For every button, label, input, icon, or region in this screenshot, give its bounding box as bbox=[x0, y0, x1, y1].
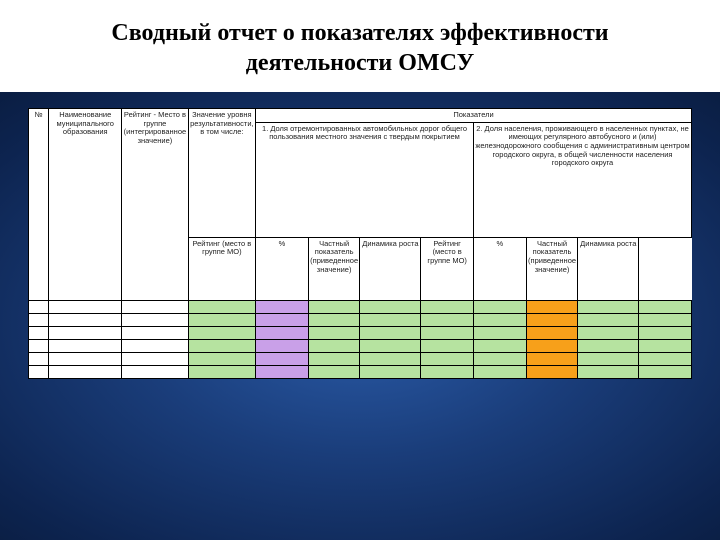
table-cell bbox=[49, 365, 122, 378]
table-cell bbox=[122, 326, 188, 339]
table-cell bbox=[421, 339, 474, 352]
col-pct-1: % bbox=[256, 237, 309, 300]
table-cell bbox=[639, 365, 692, 378]
table-row bbox=[29, 352, 692, 365]
table-cell bbox=[474, 365, 527, 378]
table-cell bbox=[360, 339, 421, 352]
table-cell bbox=[308, 365, 360, 378]
table-cell bbox=[360, 365, 421, 378]
title-area: Сводный отчет о показателях эффективност… bbox=[0, 0, 720, 92]
table-cell bbox=[49, 326, 122, 339]
col-pct-2: % bbox=[474, 237, 527, 300]
table-cell bbox=[29, 326, 49, 339]
col-ind1: 1. Доля отремонтированных автомобильных … bbox=[256, 122, 474, 237]
table-cell bbox=[49, 300, 122, 313]
table-cell bbox=[474, 339, 527, 352]
table-cell bbox=[578, 339, 639, 352]
table-cell bbox=[639, 339, 692, 352]
table-cell bbox=[421, 365, 474, 378]
table-cell bbox=[474, 326, 527, 339]
table-cell bbox=[256, 313, 309, 326]
report-table-container: № Наименование муниципального образовани… bbox=[28, 108, 692, 379]
col-priv-2: Частный показатель (приведенное значение… bbox=[526, 237, 578, 300]
table-cell bbox=[122, 313, 188, 326]
table-cell bbox=[188, 313, 255, 326]
table-cell bbox=[49, 352, 122, 365]
slide: Сводный отчет о показателях эффективност… bbox=[0, 0, 720, 540]
col-dyn-1: Динамика роста bbox=[360, 237, 421, 300]
table-cell bbox=[29, 313, 49, 326]
table-cell bbox=[29, 339, 49, 352]
table-cell bbox=[578, 313, 639, 326]
table-cell bbox=[188, 339, 255, 352]
table-cell bbox=[360, 300, 421, 313]
col-rating-mo-2: Рейтинг (место в группе МО) bbox=[421, 237, 474, 300]
table-cell bbox=[578, 365, 639, 378]
table-cell bbox=[578, 326, 639, 339]
table-cell bbox=[188, 326, 255, 339]
table-cell bbox=[639, 300, 692, 313]
table-cell bbox=[29, 300, 49, 313]
table-cell bbox=[49, 313, 122, 326]
table-row bbox=[29, 339, 692, 352]
table-cell bbox=[421, 352, 474, 365]
table-cell bbox=[308, 339, 360, 352]
table-cell bbox=[526, 365, 578, 378]
report-table: № Наименование муниципального образовани… bbox=[28, 108, 692, 379]
table-cell bbox=[526, 326, 578, 339]
col-level: Значение уровня результативности, в том … bbox=[188, 109, 255, 238]
col-priv-1: Частный показатель (приведенное значение… bbox=[308, 237, 360, 300]
table-cell bbox=[360, 352, 421, 365]
table-cell bbox=[256, 365, 309, 378]
table-cell bbox=[308, 313, 360, 326]
col-number: № bbox=[29, 109, 49, 301]
table-cell bbox=[526, 339, 578, 352]
table-cell bbox=[188, 300, 255, 313]
table-cell bbox=[526, 352, 578, 365]
table-cell bbox=[639, 352, 692, 365]
table-cell bbox=[29, 352, 49, 365]
table-row bbox=[29, 313, 692, 326]
col-dyn-2: Динамика роста bbox=[578, 237, 639, 300]
table-cell bbox=[256, 352, 309, 365]
table-cell bbox=[360, 326, 421, 339]
table-cell bbox=[421, 300, 474, 313]
table-cell bbox=[360, 313, 421, 326]
table-cell bbox=[526, 300, 578, 313]
table-cell bbox=[474, 352, 527, 365]
table-cell bbox=[122, 339, 188, 352]
table-cell bbox=[29, 365, 49, 378]
col-indicators: Показатели bbox=[256, 109, 692, 123]
col-name: Наименование муниципального образования bbox=[49, 109, 122, 301]
table-row bbox=[29, 365, 692, 378]
table-cell bbox=[421, 326, 474, 339]
table-cell bbox=[639, 326, 692, 339]
table-cell bbox=[308, 352, 360, 365]
table-cell bbox=[421, 313, 474, 326]
table-cell bbox=[122, 365, 188, 378]
table-row bbox=[29, 300, 692, 313]
table-cell bbox=[256, 339, 309, 352]
table-cell bbox=[526, 313, 578, 326]
table-cell bbox=[122, 352, 188, 365]
table-cell bbox=[578, 300, 639, 313]
table-cell bbox=[308, 326, 360, 339]
slide-title: Сводный отчет о показателях эффективност… bbox=[0, 0, 720, 78]
table-cell bbox=[578, 352, 639, 365]
col-rating: Рейтинг - Место в группе (интегрированно… bbox=[122, 109, 188, 301]
table-cell bbox=[49, 339, 122, 352]
table-row bbox=[29, 326, 692, 339]
table-cell bbox=[308, 300, 360, 313]
table-cell bbox=[256, 326, 309, 339]
table-body bbox=[29, 300, 692, 378]
table-cell bbox=[188, 352, 255, 365]
table-cell bbox=[639, 313, 692, 326]
table-cell bbox=[122, 300, 188, 313]
col-ind2: 2. Доля населения, проживающего в населе… bbox=[474, 122, 692, 237]
table-cell bbox=[256, 300, 309, 313]
table-cell bbox=[474, 313, 527, 326]
table-cell bbox=[474, 300, 527, 313]
col-rating-mo: Рейтинг (место в группе МО) bbox=[188, 237, 255, 300]
table-cell bbox=[188, 365, 255, 378]
